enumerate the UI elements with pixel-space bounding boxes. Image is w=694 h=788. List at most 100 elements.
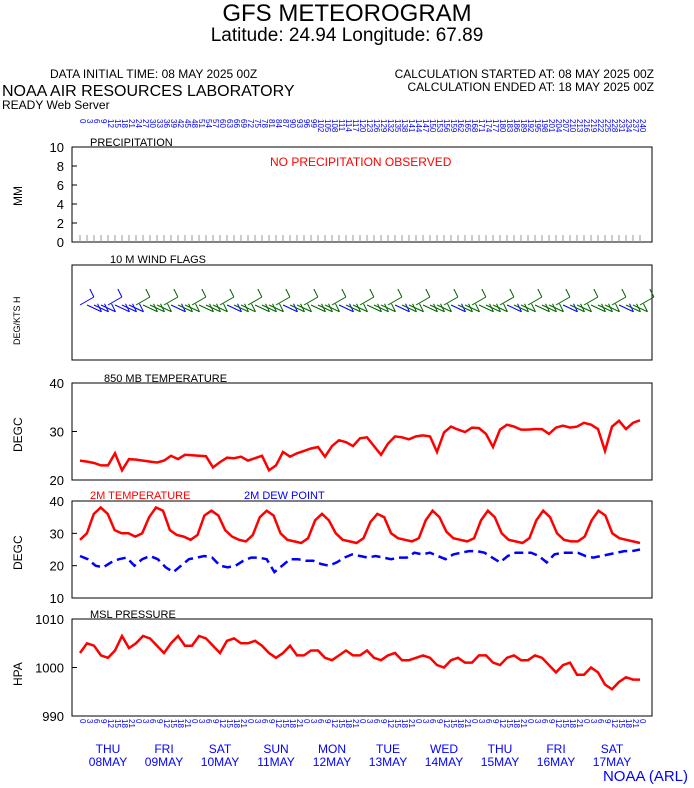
- forecast-hour-label: 69: [239, 119, 248, 128]
- forecast-hour-label: 123: [365, 119, 374, 133]
- x-hour-label: 18: [456, 719, 465, 728]
- x-hour-label: 3: [533, 719, 542, 724]
- wind-barb-staff: [478, 304, 494, 313]
- wind-barb-staff: [219, 296, 235, 306]
- forecast-hour-label: 144: [414, 119, 423, 133]
- wind-barb-flag: [621, 288, 627, 298]
- wind-barb-staff: [583, 296, 599, 306]
- x-hour-label: 6: [148, 719, 157, 724]
- x-hour-label: 21: [407, 719, 416, 728]
- wind-barb-staff: [93, 304, 109, 313]
- forecast-hour-label: 147: [421, 119, 430, 133]
- wind-barb-staff: [422, 304, 438, 313]
- wind-barb-flag: [565, 288, 571, 298]
- wind-barb-staff: [443, 296, 459, 306]
- t850-y-tick-label: 30: [50, 425, 64, 440]
- x-hour-label: 3: [309, 719, 318, 724]
- x-hour-label: 6: [204, 719, 213, 724]
- forecast-hour-label: 129: [379, 119, 388, 133]
- page-subtitle: Latitude: 24.94 Longitude: 67.89: [210, 25, 484, 46]
- x-hour-label: 9: [155, 719, 164, 724]
- x-hour-label: 6: [260, 719, 269, 724]
- forecast-hour-label: 240: [638, 119, 647, 133]
- wind-barb-staff: [240, 304, 256, 313]
- wind-barb-staff: [261, 304, 277, 313]
- t2m-legend-temp: 2M TEMPERATURE: [90, 490, 190, 502]
- wind-barb-flag: [369, 288, 375, 298]
- forecast-hour-label: 234: [624, 119, 633, 133]
- x-day-name: WED: [430, 742, 458, 756]
- x-hour-label: 21: [463, 719, 472, 728]
- t850-y-tick-label: 20: [50, 473, 64, 488]
- x-day-date: 13MAY: [369, 755, 407, 769]
- wind-barb-staff: [555, 296, 571, 306]
- wind-barb-staff: [527, 296, 543, 306]
- x-hour-label: 0: [582, 719, 591, 724]
- forecast-hour-label: 6: [92, 119, 101, 124]
- wind-barb-staff: [317, 304, 333, 313]
- x-hour-label: 3: [589, 719, 598, 724]
- x-hour-label: 15: [281, 719, 290, 728]
- wind-barb-staff: [639, 296, 655, 306]
- wind-barb-staff: [149, 304, 165, 313]
- wind-barb-staff: [289, 304, 305, 313]
- wind-barb-staff: [499, 296, 515, 306]
- t2m-frame: [71, 500, 653, 599]
- forecast-hour-label: 153: [435, 119, 444, 133]
- wind-barb-staff: [170, 304, 186, 313]
- x-day-date: 08MAY: [89, 755, 127, 769]
- wind-barb-staff: [296, 304, 312, 313]
- x-hour-label: 15: [169, 719, 178, 728]
- forecast-hour-label: 21: [127, 119, 136, 128]
- wind-barb-staff: [268, 304, 284, 313]
- x-day-date: 09MAY: [145, 755, 183, 769]
- t2m-y-tick-label: 40: [50, 494, 64, 509]
- forecast-hour-label: 54: [204, 119, 213, 128]
- forecast-hour-label: 204: [554, 119, 563, 133]
- x-hour-label: 18: [288, 719, 297, 728]
- forecast-hour-label: 216: [582, 119, 591, 133]
- forecast-hour-label: 180: [498, 119, 507, 133]
- x-hour-label: 12: [498, 719, 507, 728]
- mslp-y-tick-label: 1000: [35, 661, 64, 676]
- forecast-hour-label: 126: [372, 119, 381, 133]
- x-day-date: 14MAY: [425, 755, 463, 769]
- x-hour-label: 18: [176, 719, 185, 728]
- forecast-hour-label: 51: [197, 119, 206, 128]
- x-day-date: 15MAY: [481, 755, 519, 769]
- x-day-name: SAT: [601, 742, 624, 756]
- mslp-ylabel: HPA: [11, 662, 25, 686]
- x-hour-label: 18: [400, 719, 409, 728]
- x-hour-label: 9: [323, 719, 332, 724]
- wind-barb-flag: [363, 303, 368, 312]
- forecast-hour-label: 66: [232, 119, 241, 128]
- wind-barb-flag: [593, 288, 599, 298]
- forecast-hour-label: 111: [337, 119, 346, 132]
- precip-y-ticks: 0 2 4 6 8 10: [50, 140, 77, 250]
- x-hour-label: 21: [631, 719, 640, 728]
- forecast-hour-labels: 0369121518212427303336394245485154576063…: [78, 119, 647, 133]
- wind-barb-flag: [341, 288, 347, 298]
- x-day-name: MON: [318, 742, 346, 756]
- precip-frame: [71, 146, 653, 243]
- wind-barb-staff: [471, 296, 487, 306]
- wind-barb-staff: [121, 304, 137, 313]
- precip-y-tick-label: 10: [50, 140, 64, 155]
- wind-barb-flag: [643, 303, 648, 312]
- wind-barb-flag: [397, 288, 403, 298]
- forecast-hour-label: 102: [316, 119, 325, 133]
- forecast-hour-label: 150: [428, 119, 437, 133]
- dew-series-line: [79, 548, 641, 574]
- wind-barb-staff: [401, 304, 417, 313]
- wind-barb-flag: [559, 303, 564, 312]
- wind-barb-flag: [537, 288, 543, 298]
- t850-ylabel: DEGC: [11, 417, 25, 452]
- forecast-hour-label: 156: [442, 119, 451, 133]
- x-day-date: 17MAY: [593, 755, 631, 769]
- wind-barb-staff: [534, 304, 550, 313]
- wind-barb-flag: [509, 288, 515, 298]
- wind-barb-staff: [331, 296, 347, 306]
- t850-y-tick-label: 40: [50, 376, 64, 391]
- data-initial-time: DATA INITIAL TIME: 08 MAY 2025 00Z: [50, 67, 258, 81]
